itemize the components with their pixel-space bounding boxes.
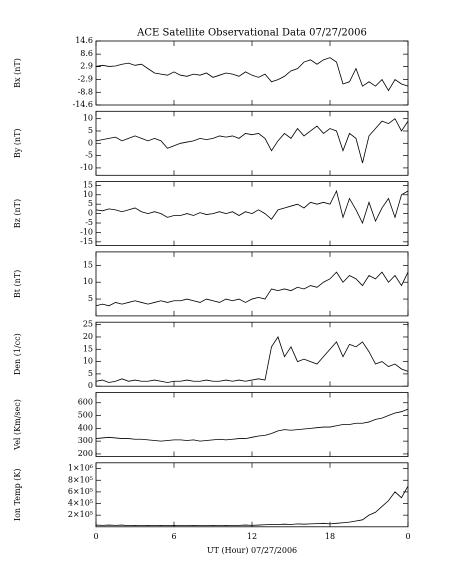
y-tick-label: 6×10⁵	[68, 487, 93, 496]
y-tick-label: -5	[85, 151, 93, 160]
y-tick-label: 0	[88, 138, 93, 147]
y-tick-label: -5	[85, 218, 93, 227]
x-tick-label: 6	[171, 532, 176, 541]
y-tick-label: -10	[80, 163, 93, 172]
y-tick-label: 8.6	[80, 49, 93, 58]
y-tick-label: -10	[80, 227, 93, 236]
data-line	[95, 118, 409, 164]
y-tick-label: 20	[83, 332, 93, 341]
y-tick-label: 15	[83, 260, 93, 269]
x-tick-label: 12	[247, 532, 257, 541]
y-tick-label: 200	[78, 449, 93, 458]
y-tick-label: 4×10⁵	[68, 499, 93, 508]
x-tick-label: 0	[93, 532, 98, 541]
y-tick-label: 8×10⁵	[68, 475, 93, 484]
x-tick-label: 18	[325, 532, 335, 541]
y-axis-label: Ion Temp (K)	[13, 469, 22, 522]
y-axis-label: Den (1/cc)	[13, 333, 22, 375]
y-tick-label: -8.8	[78, 87, 93, 96]
y-tick-label: 300	[78, 436, 93, 445]
y-tick-label: 500	[78, 411, 93, 420]
chart-title: ACE Satellite Observational Data 07/27/2…	[136, 28, 367, 39]
data-line	[95, 408, 409, 442]
y-axis-label: Bz (nT)	[13, 199, 22, 228]
x-tick-label: 0	[405, 532, 410, 541]
y-tick-label: 600	[78, 398, 93, 407]
y-tick-label: 0	[88, 209, 93, 218]
y-tick-label: -2.9	[78, 74, 93, 83]
y-tick-label: 10	[83, 357, 93, 366]
y-axis-label: Bt (nT)	[13, 270, 22, 298]
y-tick-label: 2×10⁵	[68, 510, 93, 519]
y-tick-label: 5	[88, 126, 93, 135]
data-line	[95, 57, 409, 92]
y-tick-label: 5	[88, 369, 93, 378]
y-tick-label: 0	[88, 381, 93, 390]
y-axis-label: Vel (Km/sec)	[13, 399, 22, 451]
y-tick-label: 14.6	[75, 36, 93, 45]
y-tick-label: -15	[80, 237, 93, 246]
y-tick-label: 5	[88, 294, 93, 303]
y-tick-label: 10	[83, 114, 93, 123]
y-tick-label: 10	[83, 277, 93, 286]
y-tick-label: 5	[88, 199, 93, 208]
y-tick-label: 25	[83, 320, 93, 329]
y-tick-label: 1×10⁶	[68, 464, 93, 473]
y-tick-label: -14.6	[72, 100, 93, 109]
y-tick-label: 400	[78, 423, 93, 432]
y-tick-label: 2.9	[80, 62, 93, 71]
y-tick-label: 15	[83, 180, 93, 189]
y-axis-label: Bx (nT)	[13, 58, 22, 88]
data-line	[95, 271, 409, 307]
data-line	[95, 189, 409, 225]
data-line	[95, 485, 409, 527]
x-axis-label: UT (Hour) 07/27/2006	[207, 546, 297, 555]
y-axis-label: By (nT)	[13, 128, 22, 158]
data-line	[95, 336, 409, 383]
y-tick-label: 15	[83, 344, 93, 353]
y-tick-label: 10	[83, 190, 93, 199]
